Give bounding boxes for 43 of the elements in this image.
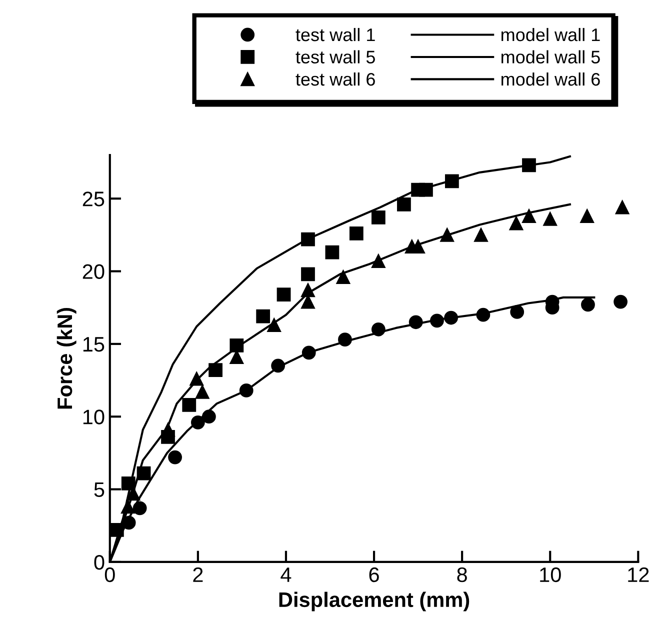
point xyxy=(182,398,196,412)
point xyxy=(510,305,524,319)
point xyxy=(371,210,386,224)
x-tick-label: 0 xyxy=(104,567,115,582)
point xyxy=(543,212,558,226)
point xyxy=(615,200,630,214)
point xyxy=(208,363,222,378)
point xyxy=(614,294,628,309)
point xyxy=(168,450,182,464)
y-axis-title: Force (kN) xyxy=(56,308,76,409)
point xyxy=(230,350,244,364)
y-tick-label: 0 xyxy=(94,554,104,570)
point xyxy=(336,270,350,284)
legend-label: test wall 1 xyxy=(296,28,375,42)
x-tick-label: 6 xyxy=(369,567,379,582)
x-tick-label: 8 xyxy=(457,567,467,582)
x-tick-label: 10 xyxy=(540,567,561,582)
x-tick-label: 4 xyxy=(280,568,292,582)
legend-label: model wall 5 xyxy=(502,50,600,64)
point xyxy=(581,298,595,312)
y-tick-label: 10 xyxy=(83,410,104,424)
point xyxy=(397,197,411,212)
point xyxy=(509,216,524,230)
point xyxy=(276,288,291,302)
point xyxy=(325,245,340,260)
point xyxy=(301,267,315,282)
x-tick-label: 12 xyxy=(628,567,649,582)
y-tick-label: 15 xyxy=(83,337,104,352)
point xyxy=(580,209,594,223)
point xyxy=(256,309,270,324)
point xyxy=(474,228,488,242)
point xyxy=(195,384,210,399)
legend-label: model wall 6 xyxy=(502,72,600,86)
legend-label: model wall 1 xyxy=(502,28,600,42)
point xyxy=(522,209,536,223)
x-tick-label: 2 xyxy=(193,567,203,582)
y-tick-label: 25 xyxy=(82,192,104,206)
point xyxy=(349,226,364,240)
y-tick-label: 20 xyxy=(82,264,104,280)
legend-label: test wall 5 xyxy=(296,50,375,64)
y-tick-label: 5 xyxy=(94,482,104,498)
x-axis-title: Displacement (mm) xyxy=(279,592,470,612)
legend-label: test wall 6 xyxy=(296,72,375,86)
